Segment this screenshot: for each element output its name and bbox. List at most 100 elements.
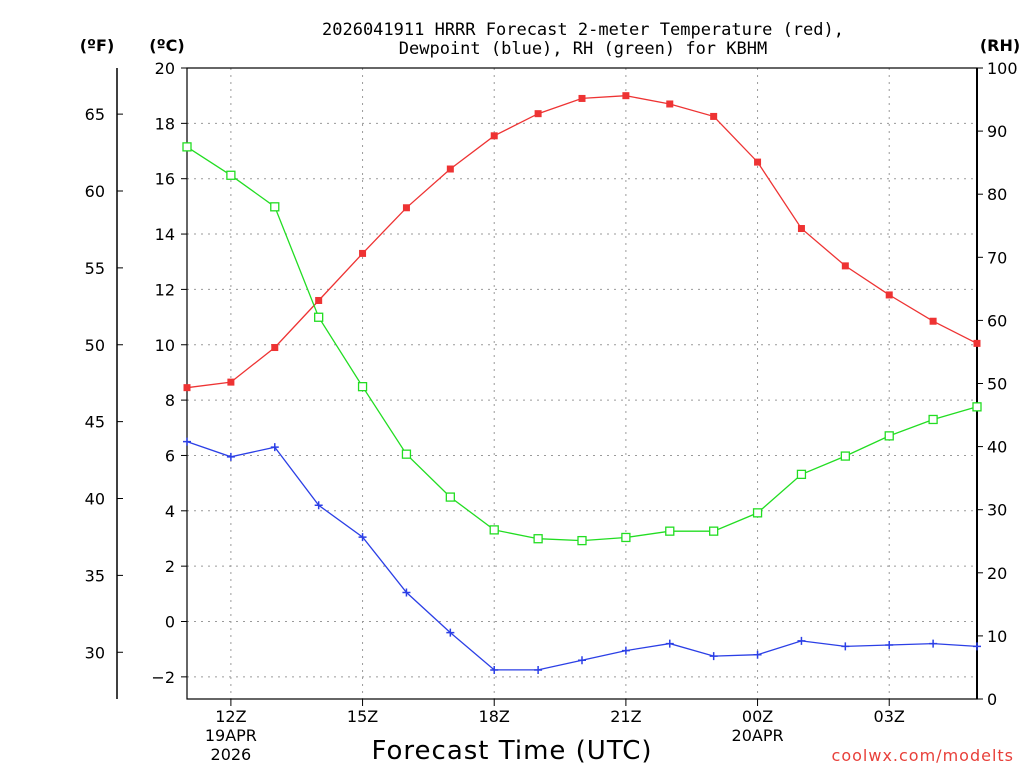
fahrenheit-tick-label: 45 — [85, 413, 105, 432]
series-line — [186, 440, 978, 671]
data-point — [621, 532, 631, 543]
data-point — [489, 525, 499, 535]
data-point — [578, 94, 586, 102]
grid-layer — [187, 67, 977, 699]
plot-frame — [186, 67, 978, 700]
data-point — [928, 414, 938, 425]
celsius-tick-label: 8 — [165, 391, 175, 410]
data-point — [271, 344, 279, 352]
data-point — [534, 665, 543, 674]
data-point — [709, 526, 719, 536]
series-line — [186, 95, 978, 389]
data-point — [797, 225, 805, 233]
x-tick-date-label: 20APR — [732, 726, 784, 745]
fahrenheit-tick-label: 30 — [85, 643, 105, 662]
rh-tick-label: 40 — [987, 438, 1007, 457]
x-tick-label: 21Z — [610, 707, 641, 726]
data-point — [709, 652, 718, 661]
x-tick-year-label: 2026 — [211, 745, 252, 764]
data-point — [270, 443, 279, 452]
rh-tick-label: 70 — [987, 248, 1007, 267]
data-point — [314, 501, 323, 510]
data-point — [972, 402, 982, 412]
data-point — [622, 92, 630, 100]
rh-tick-label: 50 — [987, 375, 1007, 394]
rh-tick-label: 60 — [987, 311, 1007, 330]
data-point — [665, 526, 675, 536]
series-rh — [182, 142, 982, 546]
data-point — [357, 382, 368, 392]
data-point — [402, 204, 410, 212]
data-point — [929, 639, 938, 648]
fahrenheit-tick-label: 65 — [85, 105, 105, 124]
celsius-tick-label: 0 — [165, 613, 175, 632]
x-tick-label: 18Z — [479, 707, 510, 726]
fahrenheit-tick-label: 60 — [85, 182, 105, 201]
data-point — [226, 170, 236, 180]
fahrenheit-tick-label: 35 — [85, 566, 105, 585]
celsius-tick-label: 4 — [165, 502, 175, 521]
data-point — [796, 469, 807, 480]
rh-unit-label: (RH) — [980, 36, 1020, 55]
data-point — [885, 291, 893, 299]
x-tick-label: 03Z — [874, 707, 905, 726]
x-tick-label: 00Z — [742, 707, 773, 726]
fahrenheit-unit-label: (ºF) — [80, 36, 115, 55]
rh-tick-label: 80 — [987, 185, 1007, 204]
data-point — [840, 451, 850, 461]
series-layer — [182, 92, 982, 674]
data-point — [752, 508, 763, 518]
data-point — [665, 639, 674, 648]
data-point — [753, 650, 762, 659]
chart-title-line-1: 2026041911 HRRR Forecast 2-meter Tempera… — [322, 20, 844, 40]
data-point — [226, 452, 235, 461]
data-point — [754, 158, 762, 166]
fahrenheit-tick-label: 50 — [85, 336, 105, 355]
celsius-tick-label: 14 — [155, 225, 175, 244]
data-point — [490, 132, 498, 140]
data-point — [841, 642, 850, 651]
data-point — [402, 588, 411, 597]
x-tick-label: 12Z — [215, 707, 246, 726]
data-point — [359, 249, 367, 257]
rh-tick-label: 100 — [987, 59, 1018, 78]
data-point — [533, 534, 543, 544]
celsius-tick-label: 12 — [155, 280, 175, 299]
fahrenheit-tick-label: 40 — [85, 490, 105, 509]
data-point — [227, 378, 235, 386]
rh-tick-label: 20 — [987, 564, 1007, 583]
rh-tick-label: 10 — [987, 627, 1007, 646]
data-point — [577, 535, 587, 546]
data-point — [183, 437, 191, 446]
chart-title-line-2: Dewpoint (blue), RH (green) for KBHM — [399, 39, 767, 59]
data-point — [621, 646, 630, 655]
series-line — [186, 146, 978, 542]
source-credit: coolwx.com/modelts — [832, 746, 1014, 765]
rh-tick-label: 90 — [987, 122, 1007, 141]
data-point — [182, 142, 192, 152]
data-point — [358, 533, 367, 542]
data-point — [578, 656, 586, 665]
data-point — [314, 312, 324, 322]
series-dewpoint — [183, 437, 981, 674]
series-2-meter-temperature — [183, 92, 981, 392]
data-point — [315, 296, 323, 304]
data-point — [884, 431, 894, 441]
data-point — [401, 449, 412, 459]
rh-tick-label: 30 — [987, 501, 1007, 520]
celsius-unit-label: (ºC) — [149, 36, 184, 55]
data-point — [446, 628, 455, 637]
celsius-tick-label: 2 — [165, 557, 175, 576]
data-point — [490, 665, 499, 674]
fahrenheit-tick-label: 55 — [85, 259, 105, 278]
x-tick-date-label: 19APR — [205, 726, 257, 745]
celsius-tick-label: 16 — [155, 170, 175, 189]
data-point — [929, 317, 937, 325]
data-point — [841, 262, 849, 270]
data-point — [710, 112, 718, 120]
x-tick-label: 15Z — [347, 707, 378, 726]
data-point — [446, 165, 454, 173]
data-point — [445, 492, 455, 502]
data-point — [534, 110, 542, 118]
